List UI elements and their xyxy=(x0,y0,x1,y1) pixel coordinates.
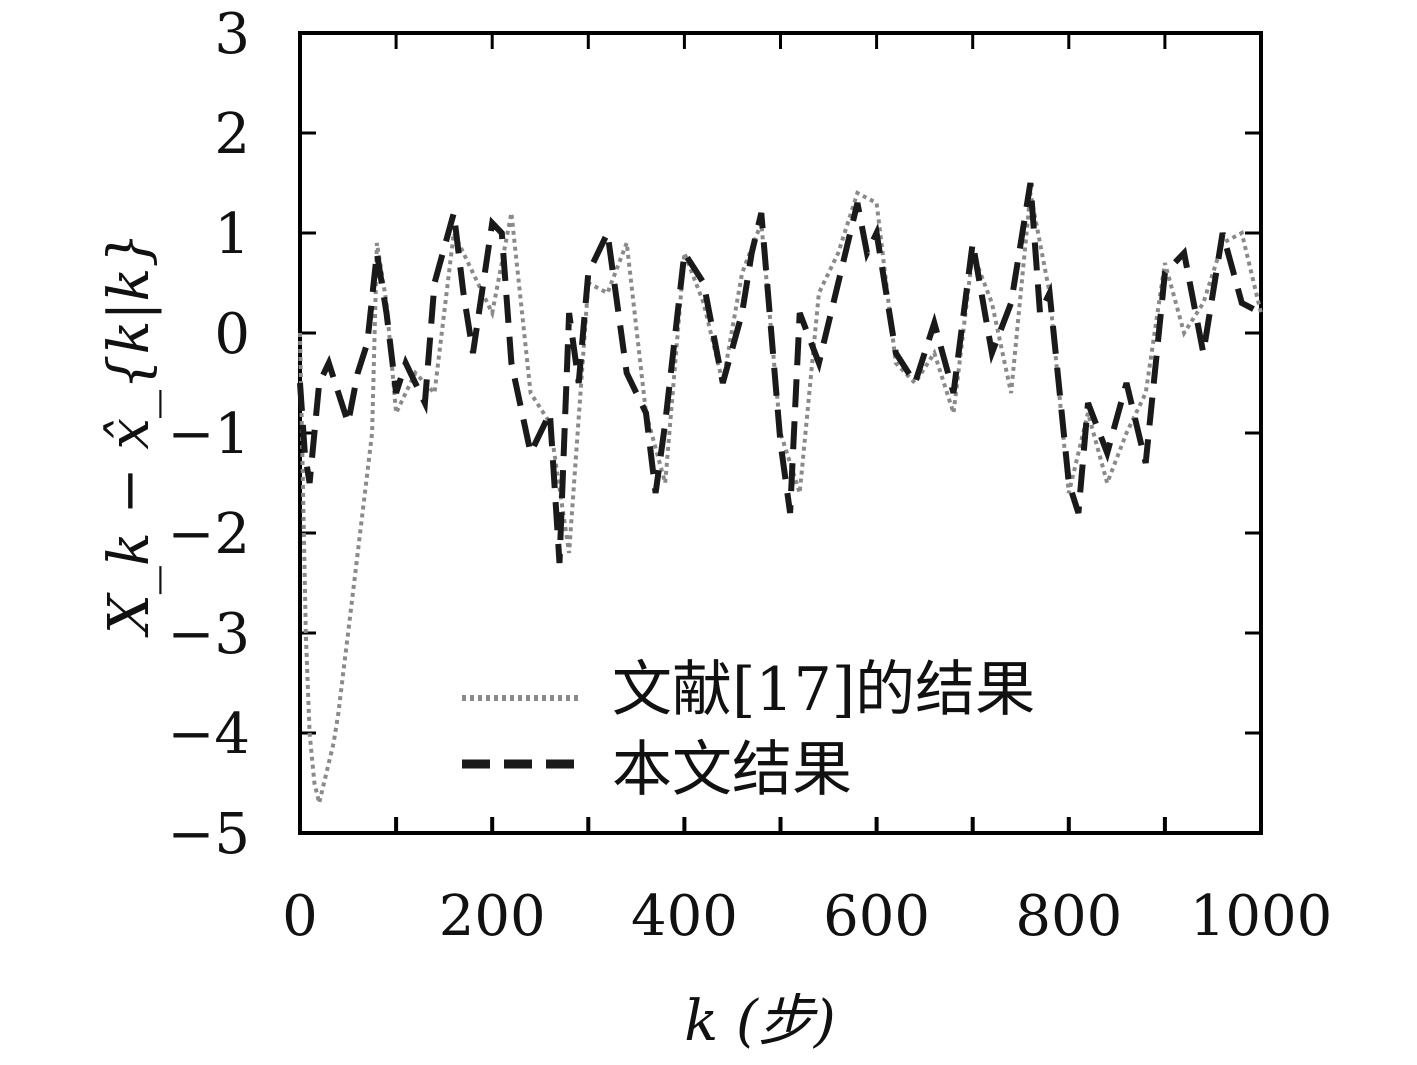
series-layer xyxy=(297,182,1263,804)
series-line-0 xyxy=(298,190,1263,804)
y-tick-label: −2 xyxy=(167,502,250,567)
series-line-1 xyxy=(297,182,1263,564)
x-axis-label: k (步) xyxy=(684,989,835,1054)
x-tick-labels: 0 200 400 600 800 1000 xyxy=(282,884,1332,949)
axis-ticks xyxy=(300,33,1261,833)
y-tick-label: 2 xyxy=(214,102,250,167)
y-tick-label: 0 xyxy=(214,302,250,367)
x-tick-label: 0 xyxy=(282,884,318,949)
y-tick-label: −1 xyxy=(167,402,250,467)
y-axis-label: X_k − x̂_{k|k} xyxy=(97,232,162,638)
x-tick-label: 400 xyxy=(631,884,738,949)
legend-label-reference: 文献[17]的结果 xyxy=(612,655,1035,725)
y-tick-label: −3 xyxy=(167,602,250,667)
legend: 文献[17]的结果 本文结果 xyxy=(462,655,1035,805)
x-tick-label: 200 xyxy=(439,884,546,949)
x-tick-label: 600 xyxy=(823,884,930,949)
legend-label-proposed: 本文结果 xyxy=(612,735,852,805)
y-tick-label: −5 xyxy=(167,802,250,867)
y-tick-label: −4 xyxy=(167,702,250,767)
y-tick-label: 3 xyxy=(214,2,250,67)
x-tick-label: 1000 xyxy=(1190,884,1333,949)
y-tick-label: 1 xyxy=(214,202,250,267)
y-tick-labels: 3 2 1 0 −1 −2 −3 −4 −5 xyxy=(167,2,250,867)
x-tick-label: 800 xyxy=(1015,884,1122,949)
